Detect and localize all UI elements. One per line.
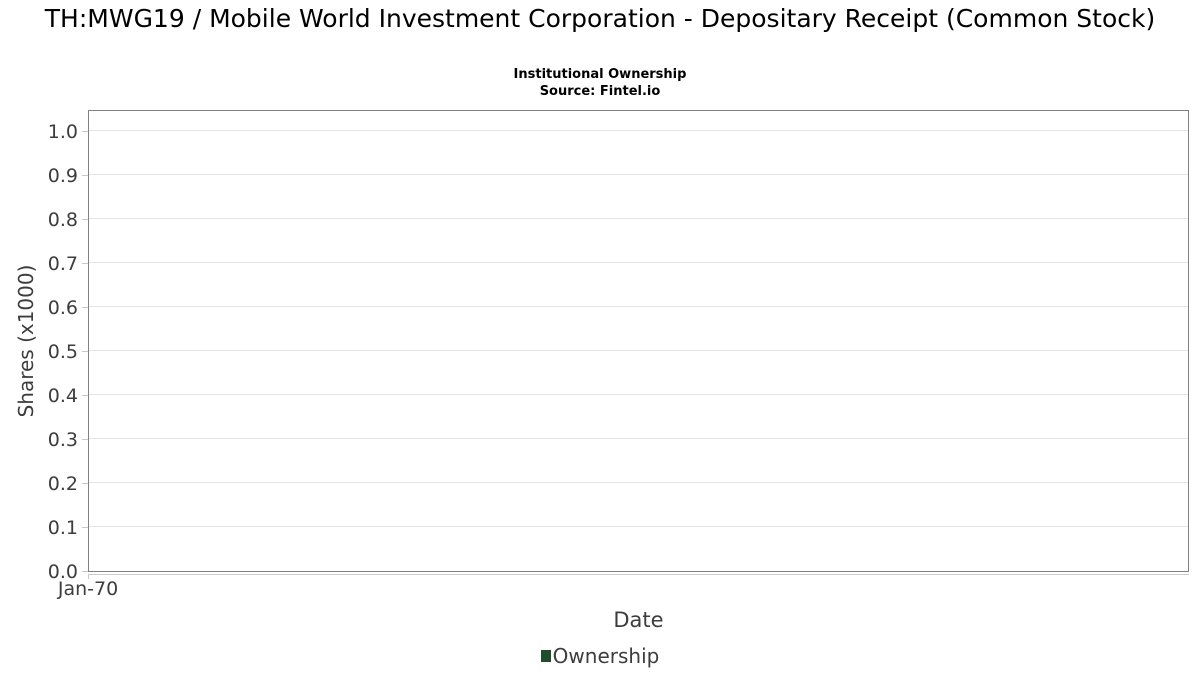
y-axis-tick-label: 0.8 — [47, 209, 78, 231]
legend-item-label: Ownership — [552, 644, 660, 668]
y-axis-tick-label: 1.0 — [47, 121, 78, 143]
gridline — [89, 306, 1188, 307]
y-axis-tick-label: 0.6 — [47, 297, 78, 319]
chart-subtitle: Institutional Ownership — [513, 67, 687, 82]
gridline — [89, 262, 1188, 263]
plot-area — [82, 110, 1189, 579]
y-axis-tick-label: 0.0 — [47, 561, 78, 583]
x-axis-line — [88, 574, 1189, 575]
y-axis-tick — [82, 263, 88, 264]
chart-source: Source: Fintel.io — [539, 84, 661, 99]
y-axis-tick — [82, 527, 88, 528]
y-axis-tick-label: 0.7 — [47, 253, 78, 275]
y-axis-tick-label: 0.5 — [47, 341, 78, 363]
gridline — [89, 174, 1188, 175]
legend-marker-icon — [540, 650, 551, 662]
gridline — [89, 350, 1188, 351]
x-axis-title: Date — [613, 608, 664, 632]
y-axis-tick — [82, 351, 88, 352]
y-axis-tick — [82, 175, 88, 176]
gridline — [89, 526, 1188, 527]
y-axis-tick-labels: 0.0 0.1 0.2 0.3 0.4 0.5 0.6 0.7 0.8 0.9 1.0 — [0, 110, 78, 583]
gridline — [89, 394, 1188, 395]
gridline — [89, 130, 1188, 131]
y-axis-tick-label: 0.4 — [47, 385, 78, 407]
y-axis-tick-label: 0.2 — [47, 473, 78, 495]
y-axis-tick — [82, 483, 88, 484]
y-axis-tick — [82, 307, 88, 308]
y-axis-tick — [82, 395, 88, 396]
gridline — [89, 438, 1188, 439]
y-axis-tick-label: 0.9 — [47, 165, 78, 187]
legend-item-ownership[interactable]: Ownership — [540, 644, 660, 668]
y-axis-tick-label: 0.3 — [47, 429, 78, 451]
gridline — [89, 482, 1188, 483]
legend: Ownership — [0, 644, 1200, 668]
y-axis-tick — [82, 439, 88, 440]
x-axis-tick-label: Jan-70 — [57, 578, 119, 600]
y-axis-tick — [82, 571, 88, 572]
gridline — [89, 218, 1188, 219]
chart-title: TH:MWG19 / Mobile World Investment Corpo… — [44, 4, 1156, 33]
x-axis-tick — [88, 574, 89, 579]
y-axis-tick — [82, 131, 88, 132]
y-axis-tick — [82, 219, 88, 220]
y-axis-tick-label: 0.1 — [47, 517, 78, 539]
